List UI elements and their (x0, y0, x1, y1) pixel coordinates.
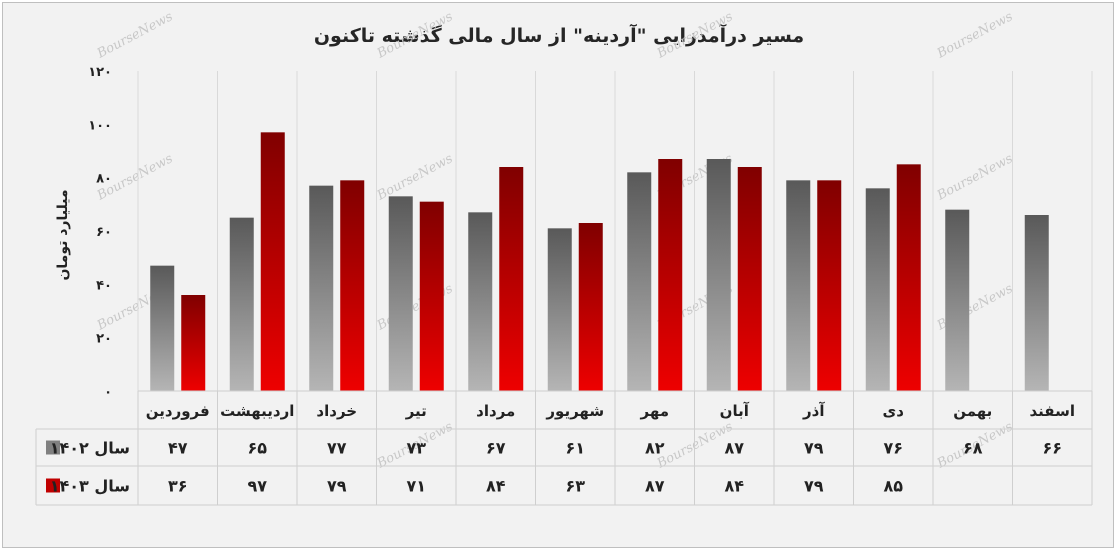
bar-series-1 (150, 265, 175, 391)
x-tick-label: فروردین (146, 402, 210, 420)
bar-series-1 (865, 188, 890, 391)
bar-series-1 (309, 185, 334, 391)
data-label: ۶۳ (565, 477, 585, 496)
bar-series-1 (945, 209, 970, 391)
data-label: ۸۵ (883, 477, 903, 496)
watermark-text: BourseNews (654, 9, 736, 62)
bar-series-2 (419, 201, 444, 391)
data-label: ۶۵ (247, 439, 267, 458)
bar-series-2 (181, 295, 206, 391)
x-tick-label: بهمن (953, 402, 992, 420)
bar-series-1 (1024, 215, 1049, 391)
data-label: ۶۸ (963, 439, 983, 458)
y-tick-label: ۲۰ (96, 332, 112, 347)
data-label: ۸۴ (724, 477, 744, 496)
bar-series-2 (737, 167, 762, 391)
bar-series-1 (388, 196, 413, 391)
data-label: ۷۳ (406, 439, 426, 458)
x-tick-label: شهریور (545, 402, 604, 420)
watermark-text: BourseNews (374, 9, 456, 62)
bar-series-1 (786, 180, 811, 391)
legend-swatch (46, 440, 60, 455)
data-label: ۹۷ (247, 477, 267, 496)
legend-label: سال ۱۴۰۳ (50, 477, 130, 496)
x-tick-label: اسفند (1030, 402, 1075, 420)
y-tick-label: ۰ (104, 385, 112, 400)
bar-series-1 (468, 212, 493, 391)
bar-series-2 (578, 223, 603, 391)
y-tick-label: ۶۰ (96, 225, 112, 240)
x-tick-label: تیر (405, 402, 427, 420)
data-label: ۶۷ (486, 439, 506, 458)
data-label: ۷۹ (804, 477, 824, 496)
y-tick-label: ۴۰ (96, 278, 112, 293)
bar-series-1 (706, 159, 731, 391)
x-tick-label: اردیبهشت (220, 402, 294, 420)
bar-series-2 (896, 164, 921, 391)
x-tick-label: آبان (720, 402, 750, 420)
data-label: ۷۹ (327, 477, 347, 496)
bar-series-1 (547, 228, 572, 391)
bar-series-2 (340, 180, 365, 391)
data-label: ۷۶ (883, 439, 903, 458)
bar-series-1 (229, 217, 254, 391)
x-tick-label: خرداد (316, 402, 357, 420)
y-tick-label: ۱۰۰ (88, 118, 112, 133)
watermark-text: BourseNews (94, 9, 176, 62)
data-label: ۸۲ (645, 439, 665, 458)
watermark-text: BourseNews (934, 9, 1016, 62)
bar-series-2 (817, 180, 842, 391)
legend-label: سال ۱۴۰۲ (50, 439, 130, 458)
bar-series-2 (260, 132, 285, 392)
data-label: ۸۴ (486, 477, 506, 496)
x-tick-label: مهر (639, 402, 669, 420)
data-label: ۳۶ (168, 477, 188, 496)
x-tick-label: دی (883, 402, 905, 420)
data-label: ۶۱ (565, 439, 585, 458)
data-label: ۷۹ (804, 439, 824, 458)
data-label: ۶۶ (1042, 439, 1062, 458)
data-label: ۷۱ (406, 477, 426, 496)
x-tick-label: آذر (802, 402, 825, 420)
data-label: ۴۷ (168, 439, 188, 458)
x-tick-label: مرداد (476, 402, 515, 420)
bar-series-2 (499, 167, 524, 391)
data-label: ۸۷ (645, 477, 665, 496)
bar-series-2 (658, 159, 683, 391)
y-tick-label: ۸۰ (96, 172, 112, 187)
data-label: ۷۷ (327, 439, 347, 458)
legend-swatch (46, 478, 60, 493)
watermark-text: BourseNews (374, 151, 456, 204)
watermark-text: BourseNews (934, 151, 1016, 204)
y-tick-label: ۱۲۰ (88, 65, 112, 80)
chart-title: مسیر درآمدزایی "آردینه" از سال مالی گذشت… (313, 25, 805, 47)
data-label: ۸۷ (724, 439, 744, 458)
bar-series-1 (627, 172, 652, 391)
